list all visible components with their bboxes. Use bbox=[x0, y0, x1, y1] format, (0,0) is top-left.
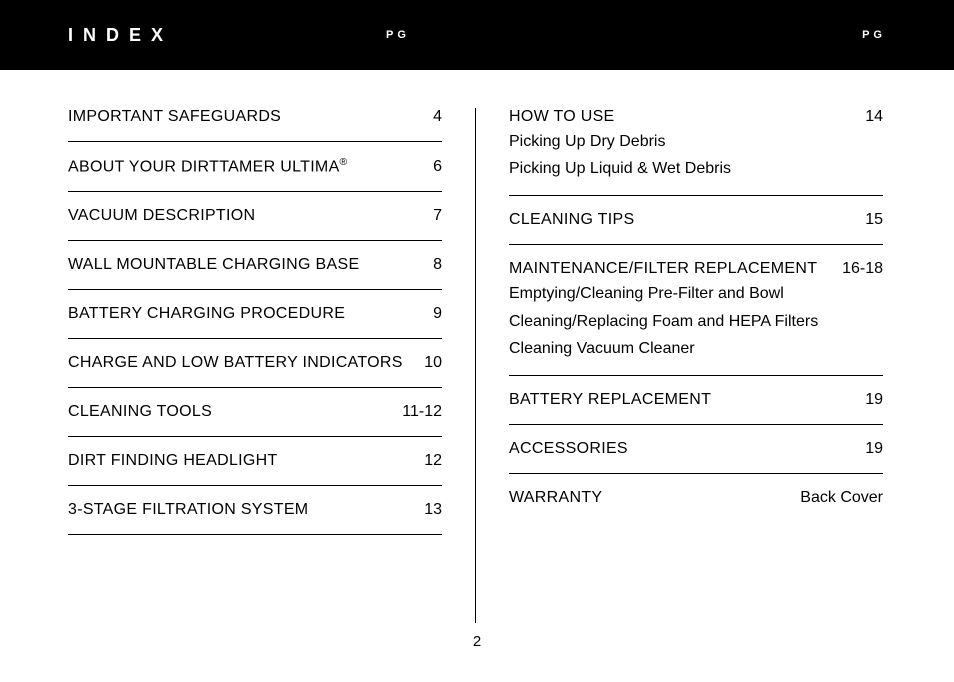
index-entry-page: 10 bbox=[424, 354, 442, 372]
index-entry: IMPORTANT SAFEGUARDS 4 bbox=[68, 108, 442, 142]
index-entry-subitem: Cleaning/Replacing Foam and HEPA Filters bbox=[509, 310, 883, 333]
index-entry-row: WARRANTY Back Cover bbox=[509, 489, 883, 507]
index-entry: ABOUT YOUR DIRTTAMER ULTIMA® 6 bbox=[68, 142, 442, 192]
index-entry: WALL MOUNTABLE CHARGING BASE 8 bbox=[68, 241, 442, 290]
index-entry-title: WARRANTY bbox=[509, 489, 602, 507]
index-entry: CHARGE AND LOW BATTERY INDICATORS 10 bbox=[68, 339, 442, 388]
index-entry-row: CLEANING TIPS 15 bbox=[509, 211, 883, 229]
index-entry-row: IMPORTANT SAFEGUARDS 4 bbox=[68, 108, 442, 126]
page-number: 2 bbox=[473, 633, 481, 650]
index-title: INDEX bbox=[68, 25, 173, 46]
pg-label-left: PG bbox=[386, 29, 410, 41]
column-divider bbox=[475, 108, 476, 623]
pg-label-right: PG bbox=[862, 29, 886, 41]
index-entry: DIRT FINDING HEADLIGHT 12 bbox=[68, 437, 442, 486]
index-entry-title: IMPORTANT SAFEGUARDS bbox=[68, 108, 281, 126]
index-entry-page: 15 bbox=[865, 211, 883, 229]
index-content: IMPORTANT SAFEGUARDS 4 ABOUT YOUR DIRTTAME… bbox=[0, 70, 954, 625]
index-entry-subitem: Cleaning Vacuum Cleaner bbox=[509, 337, 883, 360]
index-entry-title: VACUUM DESCRIPTION bbox=[68, 207, 255, 225]
index-entry-subitem: Emptying/Cleaning Pre-Filter and Bowl bbox=[509, 282, 883, 305]
index-entry-title: CLEANING TIPS bbox=[509, 211, 634, 229]
registered-mark: ® bbox=[340, 157, 348, 168]
index-entry-page: 11-12 bbox=[402, 403, 442, 421]
index-entry-page: Back Cover bbox=[800, 489, 883, 507]
index-entry: BATTERY REPLACEMENT 19 bbox=[509, 376, 883, 425]
index-entry-row: DIRT FINDING HEADLIGHT 12 bbox=[68, 452, 442, 470]
index-entry: 3-STAGE FILTRATION SYSTEM 13 bbox=[68, 486, 442, 535]
index-entry: MAINTENANCE/FILTER REPLACEMENT 16-18 Empty… bbox=[509, 245, 883, 376]
index-entry-subitem: Picking Up Dry Debris bbox=[509, 130, 883, 153]
index-entry: CLEANING TOOLS 11-12 bbox=[68, 388, 442, 437]
index-entry-row: ACCESSORIES 19 bbox=[509, 440, 883, 458]
index-entry-page: 19 bbox=[865, 391, 883, 409]
index-entry-row: BATTERY REPLACEMENT 19 bbox=[509, 391, 883, 409]
index-column-right: HOW TO USE 14 Picking Up Dry Debris Picking… bbox=[509, 108, 883, 625]
index-entry-title: BATTERY CHARGING PROCEDURE bbox=[68, 305, 345, 323]
index-entry: BATTERY CHARGING PROCEDURE 9 bbox=[68, 290, 442, 339]
index-entry: CLEANING TIPS 15 bbox=[509, 196, 883, 245]
index-entry-title: ABOUT YOUR DIRTTAMER ULTIMA® bbox=[68, 157, 348, 176]
index-entry-row: CHARGE AND LOW BATTERY INDICATORS 10 bbox=[68, 354, 442, 372]
index-entry-subitem: Picking Up Liquid & Wet Debris bbox=[509, 157, 883, 180]
index-entry-page: 9 bbox=[433, 305, 442, 323]
index-entry-row: CLEANING TOOLS 11-12 bbox=[68, 403, 442, 421]
index-entry-row: MAINTENANCE/FILTER REPLACEMENT 16-18 bbox=[509, 260, 883, 278]
index-entry-page: 6 bbox=[433, 158, 442, 176]
index-entry-title: DIRT FINDING HEADLIGHT bbox=[68, 452, 278, 470]
index-entry-page: 4 bbox=[433, 108, 442, 126]
index-entry-page: 8 bbox=[433, 256, 442, 274]
index-entry-title: CLEANING TOOLS bbox=[68, 403, 212, 421]
index-entry-page: 14 bbox=[865, 108, 883, 126]
index-entry: ACCESSORIES 19 bbox=[509, 425, 883, 474]
index-entry-row: ABOUT YOUR DIRTTAMER ULTIMA® 6 bbox=[68, 157, 442, 176]
index-entry-page: 16-18 bbox=[842, 260, 883, 278]
index-entry-row: WALL MOUNTABLE CHARGING BASE 8 bbox=[68, 256, 442, 274]
index-entry-page: 12 bbox=[424, 452, 442, 470]
index-entry-row: 3-STAGE FILTRATION SYSTEM 13 bbox=[68, 501, 442, 519]
index-entry-page: 13 bbox=[424, 501, 442, 519]
index-entry-title: HOW TO USE bbox=[509, 108, 615, 126]
index-entry-page: 19 bbox=[865, 440, 883, 458]
index-column-left: IMPORTANT SAFEGUARDS 4 ABOUT YOUR DIRTTAME… bbox=[68, 108, 442, 625]
index-entry-title: WALL MOUNTABLE CHARGING BASE bbox=[68, 256, 359, 274]
index-entry-row: VACUUM DESCRIPTION 7 bbox=[68, 207, 442, 225]
index-entry: HOW TO USE 14 Picking Up Dry Debris Picking… bbox=[509, 108, 883, 196]
index-entry: VACUUM DESCRIPTION 7 bbox=[68, 192, 442, 241]
index-entry-title: BATTERY REPLACEMENT bbox=[509, 391, 711, 409]
index-entry-title: ACCESSORIES bbox=[509, 440, 628, 458]
page-footer: 2 bbox=[0, 625, 954, 650]
index-entry-title: CHARGE AND LOW BATTERY INDICATORS bbox=[68, 354, 403, 372]
index-entry-row: HOW TO USE 14 bbox=[509, 108, 883, 126]
index-entry-title: 3-STAGE FILTRATION SYSTEM bbox=[68, 501, 308, 519]
index-entry-title: MAINTENANCE/FILTER REPLACEMENT bbox=[509, 260, 817, 278]
index-entry: WARRANTY Back Cover bbox=[509, 474, 883, 522]
index-entry-row: BATTERY CHARGING PROCEDURE 9 bbox=[68, 305, 442, 323]
index-entry-page: 7 bbox=[433, 207, 442, 225]
header-bar: INDEX PG PG bbox=[0, 0, 954, 70]
